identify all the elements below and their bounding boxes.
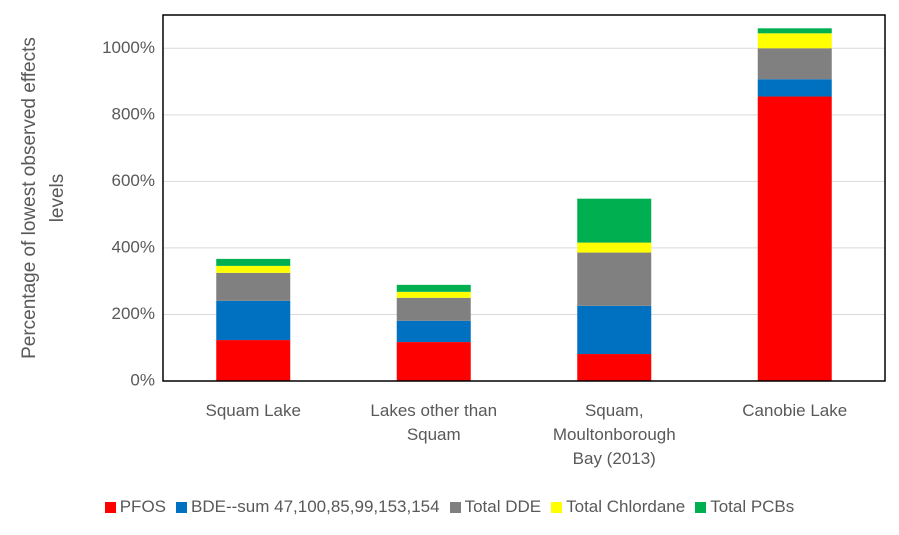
legend-label: Total Chlordane: [566, 497, 686, 516]
y-axis-title: Percentage of lowest observed effects le…: [19, 37, 68, 359]
legend-item: Total Chlordane: [551, 497, 685, 517]
bar-segment: [577, 305, 652, 355]
legend-item: PFOS: [104, 497, 167, 517]
y-tick-label: 1000%: [102, 38, 155, 57]
bar-segment: [757, 96, 832, 381]
bar-segment: [577, 252, 652, 306]
legend-swatch: [695, 501, 707, 513]
plot-frame: [162, 14, 886, 382]
legend-label: Total PCBs: [710, 497, 795, 516]
legend: PFOS BDE--sum 47,100,85,99,153,154 Total D…: [0, 497, 899, 517]
legend-item: Total PCBs: [695, 497, 794, 517]
bar-segment: [577, 242, 652, 253]
bar-segment: [396, 320, 471, 343]
y-tick-label: 800%: [112, 104, 155, 123]
x-tick-label: Squam Lake: [205, 401, 301, 420]
bar-segment: [216, 265, 291, 273]
legend-label: BDE--sum 47,100,85,99,153,154: [191, 497, 440, 516]
x-tick-label: Squam, Moultonborough Bay (2013): [552, 401, 676, 468]
bar-segment: [757, 48, 832, 80]
legend-item: BDE--sum 47,100,85,99,153,154: [176, 497, 440, 517]
bar-segment: [396, 297, 471, 321]
legend-swatch: [551, 501, 563, 513]
legend-swatch: [449, 501, 461, 513]
bar-segment: [396, 291, 471, 298]
legend-label: PFOS: [119, 497, 167, 516]
y-tick-label: 200%: [112, 304, 155, 323]
bar-segment: [757, 33, 832, 49]
bar-segment: [577, 354, 652, 381]
bar-segment: [216, 340, 291, 381]
bar-segment: [757, 28, 832, 34]
y-tick-label: 600%: [112, 171, 155, 190]
y-tick-label: 0%: [130, 370, 155, 389]
bar-segment: [396, 342, 471, 381]
legend-label: Total DDE: [464, 497, 542, 516]
bar-segment: [216, 272, 291, 301]
bar-segment: [757, 79, 832, 97]
x-tick-label: Canobie Lake: [742, 401, 848, 420]
legend-swatch: [104, 501, 116, 513]
bar-segment: [216, 258, 291, 266]
bar-segment: [216, 300, 291, 341]
x-tick-label: Lakes other than Squam: [370, 401, 498, 444]
legend-swatch: [176, 501, 188, 513]
y-tick-label: 400%: [112, 237, 155, 256]
bar-segment: [396, 284, 471, 292]
legend-item: Total DDE: [449, 497, 542, 517]
bar-segment: [577, 198, 652, 243]
